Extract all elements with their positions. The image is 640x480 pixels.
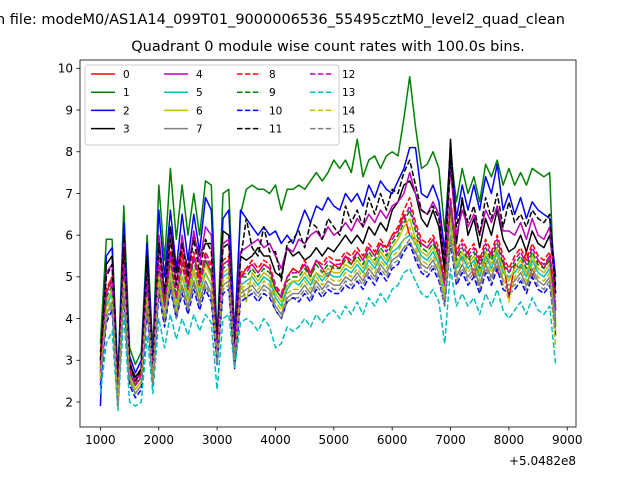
series-line-12	[99, 201, 557, 399]
x-tick-label: 8000	[494, 433, 525, 447]
legend-label: 8	[269, 69, 276, 81]
y-tick-label: 2	[65, 395, 73, 409]
series-line-5	[99, 221, 557, 403]
axes-frame	[79, 59, 577, 428]
legend-entry-6: 6	[164, 105, 203, 117]
legend-label: 9	[269, 87, 276, 99]
series-line-10	[99, 242, 557, 407]
legend-label: 1	[123, 87, 130, 99]
series-line-3	[99, 138, 557, 391]
legend-label: 11	[269, 124, 282, 136]
legend-label: 3	[123, 124, 130, 136]
legend-label: 12	[342, 69, 355, 81]
axes-layer: 1000 2000 3000 4000 5000 6000 7000 8000 9000 2 3 4 5…	[58, 59, 583, 447]
series-line-13	[99, 267, 557, 412]
legend-entry-5: 5	[164, 87, 203, 99]
legend-entry-8: 8	[237, 69, 276, 81]
figure-suptitle: n file: modeM0/AS1A14_099T01_9000006536_…	[0, 12, 565, 28]
legend-label: 6	[196, 105, 203, 117]
series-line-9	[99, 205, 557, 399]
legend-label: 2	[123, 105, 130, 117]
series-line-6	[99, 213, 557, 403]
x-tick-label: 1000	[85, 433, 116, 447]
y-tick-label: 10	[58, 62, 73, 76]
x-tick-label: 7000	[435, 433, 466, 447]
legend-label: 15	[342, 124, 355, 136]
y-tick-label: 3	[65, 354, 73, 368]
x-offset-label: +5.0482e8	[509, 454, 576, 468]
x-tick-label: 5000	[319, 433, 350, 447]
legend-entry-7: 7	[164, 124, 203, 136]
legend-entry-14: 14	[310, 105, 356, 117]
series-line-7	[99, 234, 557, 407]
legend-entry-3: 3	[91, 124, 130, 136]
legend-label: 14	[342, 105, 356, 117]
series-layer	[99, 75, 557, 412]
legend-entry-0: 0	[91, 69, 130, 81]
legend-box	[84, 64, 340, 146]
x-tick-label: 2000	[144, 433, 175, 447]
y-tick-label: 7	[65, 187, 73, 201]
x-tick-label: 6000	[377, 433, 408, 447]
y-tick-label: 9	[65, 103, 73, 117]
legend-entry-1: 1	[91, 87, 130, 99]
x-tick-label: 4000	[260, 433, 291, 447]
y-tick-label: 5	[65, 270, 73, 284]
series-line-1	[99, 75, 557, 378]
series-line-15	[99, 238, 557, 407]
legend-entry-2: 2	[91, 105, 130, 117]
chart-title: Quadrant 0 module wise count rates with …	[131, 39, 525, 55]
legend-entry-9: 9	[237, 87, 276, 99]
legend-label: 4	[196, 69, 203, 81]
legend-label: 10	[269, 105, 282, 117]
y-tick-label: 4	[65, 312, 73, 326]
legend-entry-15: 15	[310, 124, 355, 136]
series-line-11	[99, 159, 557, 391]
series-line-14	[99, 221, 557, 403]
legend-entry-10: 10	[237, 105, 282, 117]
legend-label: 5	[196, 87, 203, 99]
legend-entry-13: 13	[310, 87, 355, 99]
legend-label: 7	[196, 124, 203, 136]
legend-label: 0	[123, 69, 130, 81]
legend-label: 13	[342, 87, 355, 99]
legend-entry-11: 11	[237, 124, 282, 136]
x-tick-label: 9000	[552, 433, 583, 447]
y-tick-label: 8	[65, 145, 73, 159]
legend-entry-12: 12	[310, 69, 355, 81]
legend-entry-4: 4	[164, 69, 203, 81]
x-tick-label: 3000	[202, 433, 233, 447]
y-tick-label: 6	[65, 228, 73, 242]
